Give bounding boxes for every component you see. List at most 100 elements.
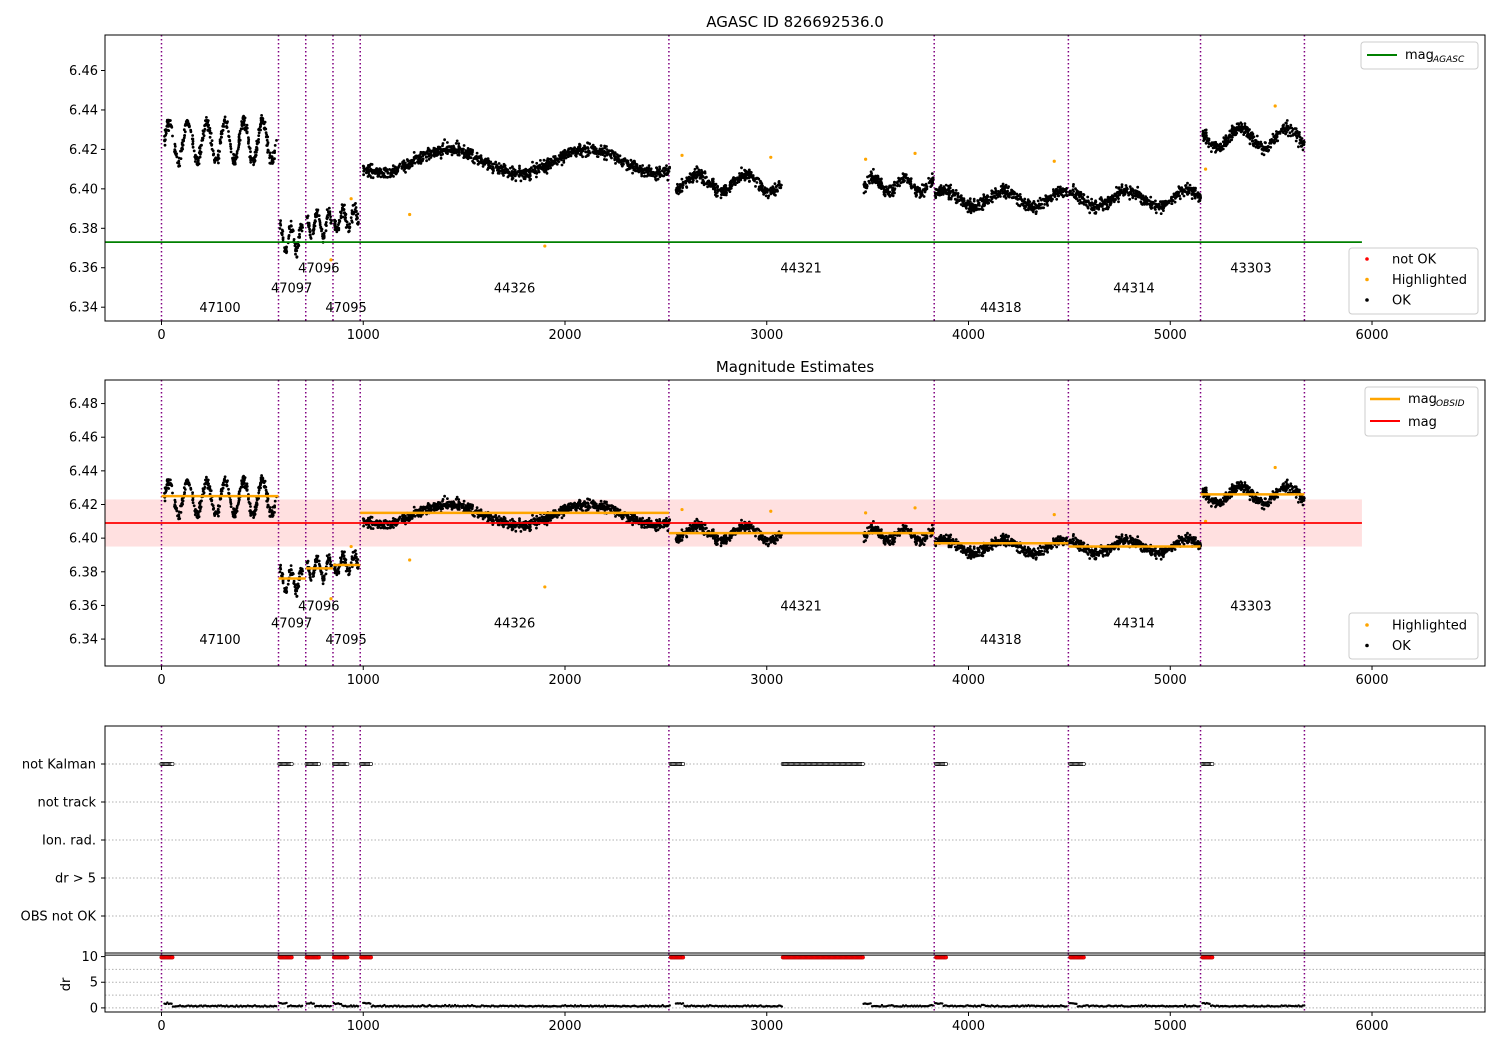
ok-point <box>315 558 319 561</box>
ok-point <box>229 145 233 148</box>
ok-point <box>347 230 351 233</box>
ok-point <box>307 224 311 228</box>
ok-point <box>1060 193 1064 197</box>
ok-point <box>295 255 299 259</box>
ok-point <box>237 140 241 144</box>
ok-point <box>872 167 875 171</box>
ok-point <box>658 165 661 169</box>
ok-point <box>657 170 660 174</box>
ok-point <box>606 152 610 156</box>
ok-point <box>1061 190 1065 194</box>
ok-point <box>628 163 632 167</box>
ok-point <box>891 194 895 198</box>
ok-point <box>1204 131 1208 135</box>
ok-point <box>1207 145 1210 149</box>
ok-point <box>618 154 622 158</box>
ok-point <box>1183 190 1187 194</box>
ok-point <box>1204 128 1208 132</box>
ok-point <box>308 571 311 574</box>
ok-point <box>422 151 426 154</box>
ok-point <box>870 172 873 175</box>
ok-point <box>379 526 383 530</box>
ok-point <box>333 228 337 232</box>
ok-point <box>178 517 182 520</box>
ok-point <box>412 158 416 162</box>
ok-point <box>899 181 903 185</box>
ok-point <box>1004 183 1008 187</box>
ok-point <box>164 486 168 489</box>
ok-point <box>633 159 636 163</box>
ok-point <box>168 119 172 122</box>
ok-point <box>191 498 195 502</box>
ok-point <box>174 153 178 157</box>
ok-point <box>257 131 261 135</box>
ok-point <box>1190 192 1194 196</box>
ok-point <box>265 133 268 137</box>
ok-point <box>414 156 418 160</box>
ok-point <box>315 210 319 214</box>
ok-point <box>472 157 476 161</box>
ok-point <box>207 129 211 132</box>
ok-point <box>1284 128 1287 131</box>
ok-point <box>280 228 284 232</box>
ok-point <box>337 228 341 232</box>
ok-point <box>498 171 501 175</box>
ok-point <box>166 122 170 126</box>
ok-point <box>268 156 271 160</box>
ok-point <box>449 146 453 149</box>
ok-point <box>557 160 561 163</box>
ok-point <box>941 189 945 192</box>
ok-point <box>1106 205 1109 209</box>
ok-point <box>1177 185 1181 189</box>
ok-point <box>1256 144 1260 148</box>
ok-point <box>408 165 412 169</box>
y-tick-label: 6.40 <box>69 182 98 197</box>
ok-point <box>171 491 174 495</box>
ok-point <box>425 155 428 159</box>
ok-point <box>1084 199 1088 203</box>
ok-point <box>1127 193 1130 197</box>
ok-point <box>261 116 264 120</box>
ok-point <box>205 478 209 482</box>
ok-point <box>364 171 368 175</box>
ok-point <box>205 482 209 486</box>
x-tick-label: 3000 <box>750 328 783 343</box>
ok-point <box>287 235 291 238</box>
ok-point <box>317 559 321 563</box>
ok-point <box>535 165 539 169</box>
panel-magnitude-estimates: 4710047097470964709544326443214431844314… <box>105 380 1362 666</box>
ok-point <box>222 122 225 126</box>
ok-point <box>503 171 507 175</box>
ok-point <box>764 194 768 198</box>
ok-point <box>646 174 650 177</box>
ok-point <box>724 184 728 187</box>
ok-point <box>509 519 512 522</box>
ok-point <box>1020 202 1023 206</box>
ok-point <box>714 191 718 195</box>
ok-point <box>773 182 777 186</box>
ok-point <box>991 190 995 194</box>
ok-point <box>968 205 972 208</box>
ok-point <box>386 170 389 174</box>
ok-point <box>257 488 261 492</box>
ok-point <box>878 185 881 189</box>
ok-point <box>466 157 470 161</box>
x-tick-label: 0 <box>157 328 165 343</box>
ok-point <box>613 154 617 158</box>
ok-point <box>610 149 614 153</box>
ok-point <box>699 171 703 174</box>
ok-point <box>999 185 1003 188</box>
ok-point <box>249 155 252 158</box>
ok-point <box>354 213 358 217</box>
ok-point <box>502 169 505 173</box>
ok-point <box>192 504 196 508</box>
ok-point <box>1296 134 1300 138</box>
ok-point <box>1000 187 1004 191</box>
ok-point <box>183 134 187 137</box>
ok-point <box>286 582 290 586</box>
ok-point <box>339 210 343 214</box>
ok-point <box>219 141 223 145</box>
ok-point <box>201 132 205 136</box>
ok-point <box>299 222 302 226</box>
ok-point <box>1004 196 1008 200</box>
